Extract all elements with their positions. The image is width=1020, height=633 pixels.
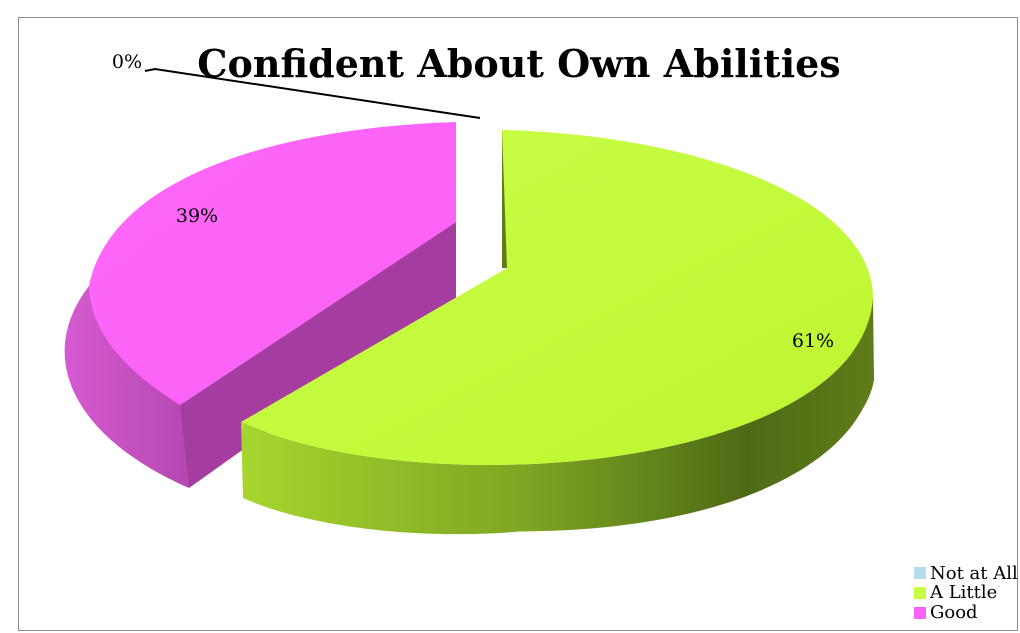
leader-line-not-at-all (144, 67, 481, 119)
legend-label-a-little: A Little (929, 582, 997, 603)
legend: Not at All A Little Good (914, 563, 1018, 623)
legend-swatch-good (914, 607, 926, 619)
data-label-a-little: 61% (792, 330, 834, 352)
pie-slice-a-little (241, 130, 873, 465)
legend-swatch-a-little (914, 587, 926, 599)
legend-label-not-at-all: Not at All (930, 563, 1018, 584)
chart-title: Confident About Own Abilities (197, 41, 840, 86)
legend-swatch-not-at-all (914, 567, 926, 579)
pie-slice-good-side (64, 286, 189, 488)
pie-slice-good (89, 122, 456, 405)
data-label-not-at-all: 0% (112, 51, 142, 73)
legend-label-good: Good (930, 602, 978, 623)
data-label-good: 39% (176, 205, 218, 227)
pie-slice-a-little-side-body (241, 298, 873, 532)
